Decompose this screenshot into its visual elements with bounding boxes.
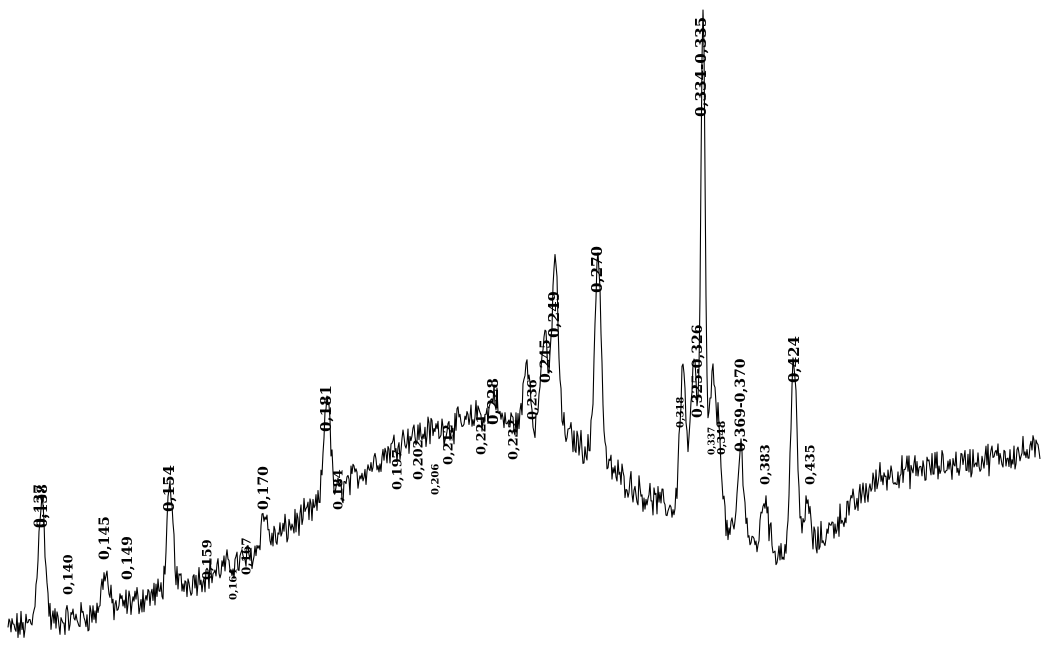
peak-label: 0,206 xyxy=(431,464,442,495)
peak-label: 0,149 xyxy=(120,536,136,580)
peak-label: 0,145 xyxy=(97,516,113,560)
peak-label: 0,383 xyxy=(759,444,774,485)
peak-label: 0,318 xyxy=(676,397,687,428)
peak-label: 0,369-0,370 xyxy=(733,358,749,452)
peak-label: 0,202 xyxy=(412,439,427,480)
peak-label: 0,164 xyxy=(229,569,240,600)
diffraction-trace xyxy=(7,9,1041,639)
peak-label: 0,138 xyxy=(35,484,51,528)
peak-label: 0,140 xyxy=(62,554,77,595)
peak-label: 0,337 xyxy=(708,427,718,455)
peak-label: 0,167 xyxy=(240,537,254,575)
peak-label: 0,245 xyxy=(538,339,554,383)
peak-label: 0,348 xyxy=(715,420,728,455)
peak-label: 0,170 xyxy=(256,466,272,510)
peak-label: 0,325-0,326 xyxy=(690,325,706,419)
peak-label: 0,334-0,335 xyxy=(692,17,710,117)
peak-label: 0,197 xyxy=(391,449,406,490)
peak-label: 0,154 xyxy=(160,465,178,512)
peak-label: 0,270 xyxy=(588,246,606,293)
peak-label: 0,137 xyxy=(32,484,48,528)
peak-label: 0,212 xyxy=(442,424,457,465)
peak-label: 0,181 xyxy=(317,385,335,432)
peak-label: 0,159 xyxy=(201,539,216,580)
peak-label: 0,184 xyxy=(332,469,347,510)
peak-label: 0,424 xyxy=(785,336,803,383)
peak-label: 0,228 xyxy=(484,378,502,425)
peak-label: 0,249 xyxy=(545,291,563,338)
peak-label: 0,435 xyxy=(804,444,819,485)
peak-label: 0,236 xyxy=(526,379,541,420)
peak-label: 0,221 xyxy=(475,414,490,455)
peak-label: 0,232 xyxy=(507,419,522,460)
